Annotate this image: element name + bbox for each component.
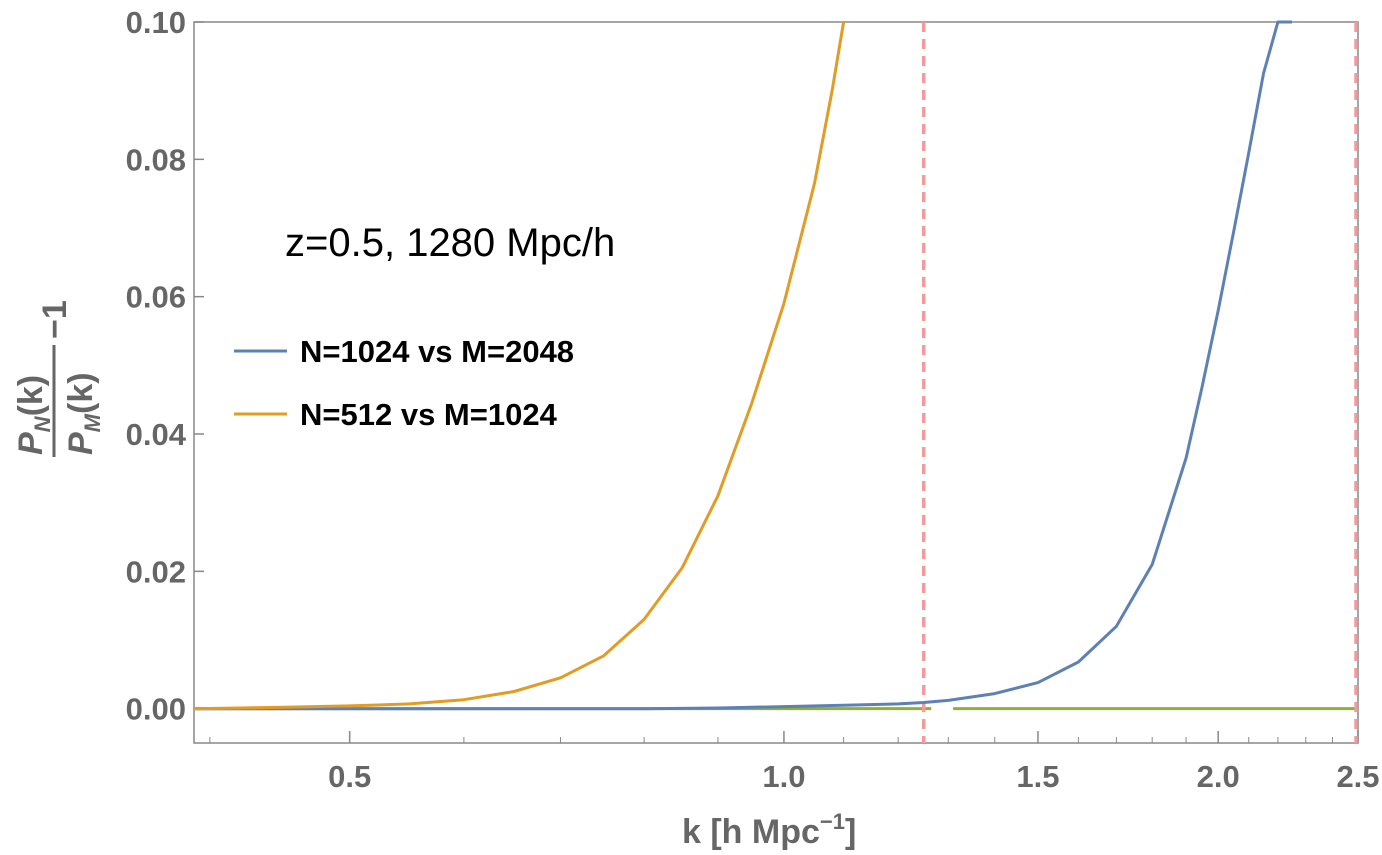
x-tick-label: 0.5 <box>328 759 371 794</box>
y-label-numerator: PN(k) <box>12 375 55 455</box>
series-line-blue <box>194 20 1292 711</box>
y-tick-label: 0.00 <box>126 692 186 727</box>
x-tick-label: 2.5 <box>1336 759 1379 794</box>
y-label-suffix: −1 <box>36 300 74 339</box>
x-tick-label: 1.0 <box>762 759 805 794</box>
x-tick-label: 1.5 <box>1016 759 1059 794</box>
y-axis-label: PN(k) PM(k) −1 <box>12 300 105 457</box>
x-tick-label: 2.0 <box>1197 759 1240 794</box>
y-tick-label: 0.06 <box>126 280 186 315</box>
y-tick-label: 0.02 <box>126 554 186 589</box>
plot-frame <box>193 21 1359 744</box>
legend-label-orange: N=512 vs M=1024 <box>300 397 558 432</box>
series-lines <box>193 20 1292 711</box>
chart-annotation: z=0.5, 1280 Mpc/h <box>285 221 615 265</box>
x-axis-label: k [h Mpc−1] <box>682 809 856 851</box>
y-label-denominator: PM(k) <box>62 372 105 455</box>
legend-label-blue: N=1024 vs M=2048 <box>300 334 574 369</box>
y-tick-label: 0.08 <box>126 142 186 177</box>
series-line-orange <box>193 21 846 711</box>
vertical-markers <box>921 22 1358 743</box>
y-ticks: 0.00 0.02 0.04 0.06 0.08 0.10 <box>126 5 204 727</box>
y-tick-label: 0.04 <box>126 417 187 452</box>
legend: N=1024 vs M=2048 N=512 vs M=1024 <box>234 334 574 432</box>
x-major-ticks: 0.5 1.0 1.5 2.0 2.5 <box>328 731 1380 794</box>
y-tick-label: 0.10 <box>126 5 186 40</box>
x-minor-ticks <box>209 737 1333 743</box>
